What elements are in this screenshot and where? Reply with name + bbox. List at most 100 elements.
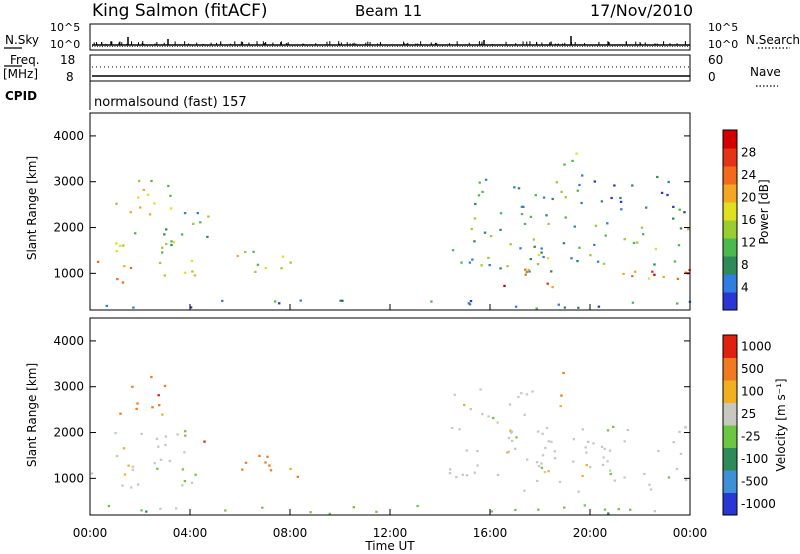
scatter-cell	[473, 217, 477, 220]
scatter-cell	[254, 270, 257, 273]
scatter-cell	[613, 479, 616, 482]
scatter-cell	[520, 213, 524, 216]
scatter-cell	[476, 450, 479, 453]
scatter-cell	[522, 205, 525, 208]
scatter-cell	[544, 446, 547, 450]
scatter-cell	[571, 159, 574, 162]
scatter-cell	[161, 251, 164, 254]
scatter-cell	[122, 447, 126, 450]
beam-label: Beam 11	[355, 2, 422, 20]
scatter-cell	[164, 435, 167, 438]
scatter-cell	[161, 413, 164, 416]
scatter-cell	[634, 270, 637, 273]
nsearch-tick-bottom: 10^0	[708, 38, 738, 51]
scatter-cell	[572, 438, 576, 441]
scatter-cell	[183, 480, 187, 483]
scatter-cell	[131, 385, 134, 388]
power-scatter	[96, 152, 692, 310]
scatter-cell	[626, 428, 629, 432]
scatter-cell	[189, 306, 193, 309]
scatter-cell	[683, 211, 686, 214]
scatter-cell	[529, 258, 532, 261]
scatter-cell	[528, 270, 531, 273]
scatter-cell	[672, 217, 675, 220]
scatter-cell	[468, 261, 472, 264]
scatter-cell	[524, 268, 527, 271]
scatter-cell	[564, 196, 567, 199]
scatter-cell	[180, 233, 184, 236]
scatter-cell	[192, 222, 195, 225]
scatter-cell	[557, 303, 560, 306]
scatter-cell	[153, 202, 156, 205]
x-axis-label: Time UT	[364, 539, 415, 553]
scatter-cell	[560, 394, 563, 397]
scatter-cell	[479, 388, 482, 391]
scatter-cell	[157, 394, 160, 397]
nave-tick-top: 60	[708, 53, 723, 67]
scatter-cell	[169, 194, 172, 197]
scatter-cell	[207, 215, 210, 218]
scatter-cell	[121, 281, 125, 284]
scatter-cell	[489, 235, 493, 238]
scatter-cell	[647, 277, 651, 280]
scatter-cell	[631, 301, 635, 304]
colorbar-tick-label: 24	[741, 168, 756, 182]
scatter-cell	[672, 441, 675, 444]
scatter-cell	[592, 442, 595, 445]
scatter-cell	[252, 250, 255, 253]
scatter-cell	[196, 212, 199, 215]
colorbar-tick-label: 1000	[741, 339, 772, 353]
scatter-cell	[550, 270, 553, 273]
scatter-cell	[526, 458, 529, 461]
scatter-cell	[603, 508, 607, 511]
colorbar-tick-label: -500	[741, 474, 768, 488]
scatter-cell	[499, 228, 502, 231]
scatter-cell	[514, 508, 517, 512]
scatter-cell	[517, 187, 521, 190]
velocity-scatter	[90, 371, 688, 515]
scatter-cell	[540, 247, 543, 250]
scatter-cell	[585, 451, 588, 454]
scatter-cell	[553, 450, 556, 453]
scatter-cell	[131, 468, 135, 471]
scatter-cell	[164, 444, 167, 447]
scatter-cell	[684, 479, 688, 482]
scatter-cell	[455, 476, 458, 479]
x-tick-label: 04:00	[173, 526, 208, 540]
colorbar-tick-label: 4	[741, 281, 749, 295]
y-tick-label: 4000	[53, 129, 84, 143]
scatter-cell	[676, 277, 680, 280]
y-tick-label: 1000	[53, 266, 84, 280]
scatter-cell	[564, 216, 567, 219]
scatter-cell	[541, 432, 544, 435]
colorbar-swatch	[723, 425, 737, 448]
colorbar-swatch	[723, 492, 737, 516]
scatter-cell	[278, 302, 281, 305]
scatter-cell	[193, 274, 197, 277]
scatter-cell	[506, 265, 509, 268]
scatter-cell	[596, 260, 600, 263]
scatter-cell	[157, 445, 160, 448]
scatter-cell	[546, 257, 550, 260]
nsky-tick-top: 10^5	[50, 21, 80, 34]
scatter-cell	[163, 384, 167, 387]
scatter-cell	[519, 247, 522, 250]
scatter-cell	[481, 413, 484, 416]
scatter-cell	[460, 261, 463, 264]
scatter-cell	[499, 212, 503, 215]
scatter-cell	[551, 197, 554, 201]
scatter-cell	[224, 509, 227, 512]
scatter-cell	[537, 465, 541, 468]
scatter-cell	[499, 267, 502, 270]
scatter-cell	[190, 259, 194, 262]
scatter-cell	[273, 300, 277, 303]
scatter-cell	[524, 273, 527, 276]
x-tick-label: 12:00	[373, 526, 408, 540]
scatter-cell	[140, 509, 143, 512]
scatter-cell	[560, 190, 563, 193]
scatter-cell	[473, 240, 476, 243]
scatter-cell	[617, 508, 620, 511]
scatter-cell	[537, 508, 540, 511]
scatter-cell	[264, 461, 267, 464]
